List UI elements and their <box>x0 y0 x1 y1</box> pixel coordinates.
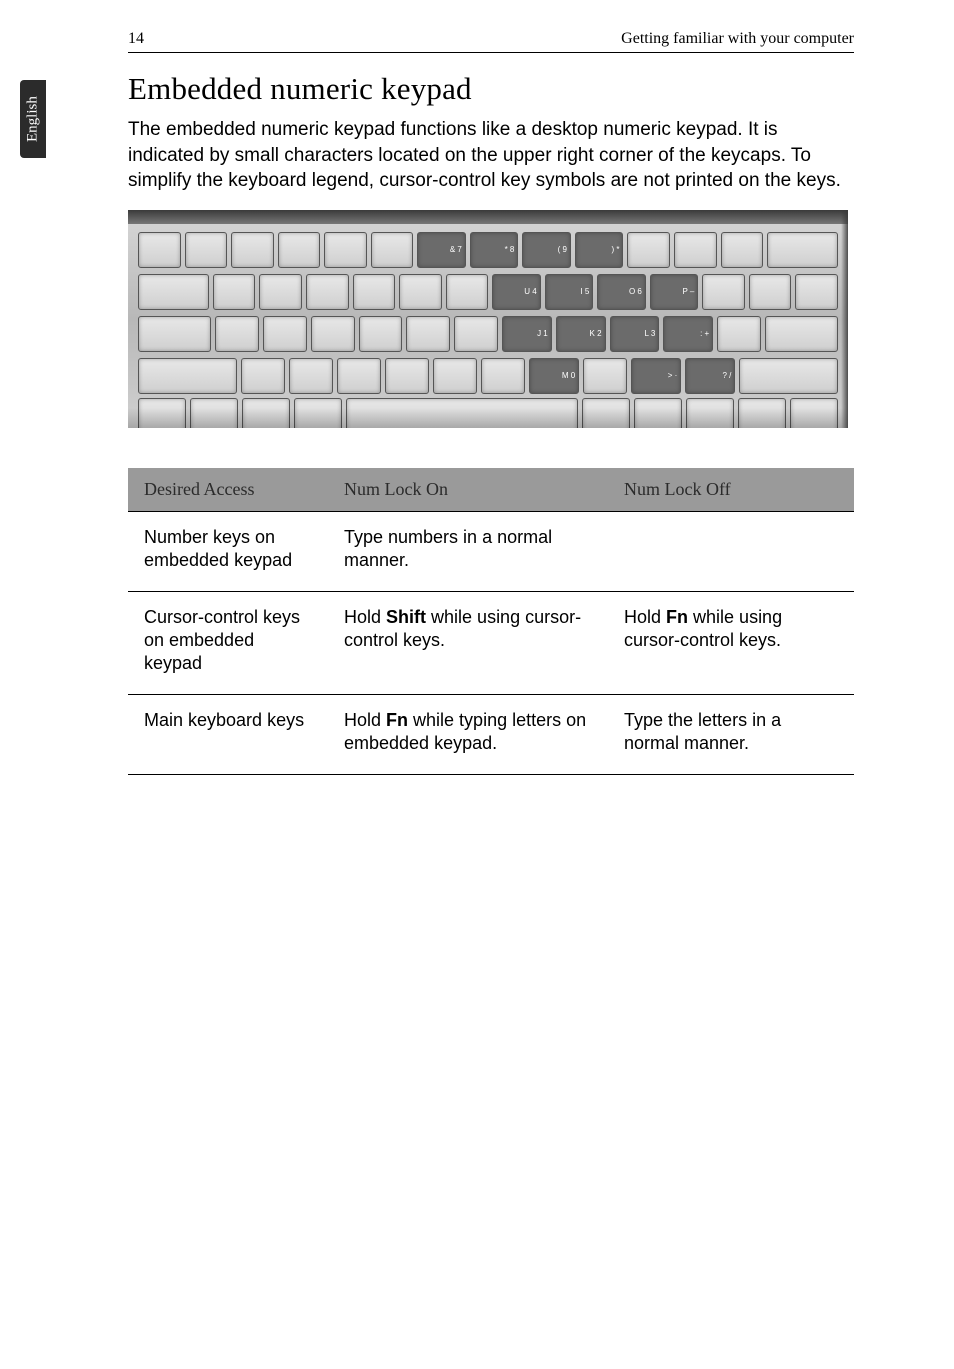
key-gt-dot: > · <box>631 358 681 394</box>
key-colon-plus: : + <box>663 316 713 352</box>
key-star-8: * 8 <box>470 232 519 268</box>
page-content: 14 Getting familiar with your computer E… <box>128 30 854 775</box>
intro-paragraph: The embedded numeric keypad functions li… <box>128 117 854 194</box>
key-i-5: I 5 <box>545 274 594 310</box>
cell-off <box>608 511 854 591</box>
cell-off: Hold Fn while using cursor-control keys. <box>608 591 854 694</box>
cell-access: Main keyboard keys <box>128 694 328 774</box>
keyboard-diagram: & 7 * 8 ( 9 ) * U 4 I 5 O 6 P – J 1 K 2 … <box>128 210 848 428</box>
page-title: Embedded numeric keypad <box>128 71 854 107</box>
key-q-slash: ? / <box>685 358 735 394</box>
key-o-6: O 6 <box>597 274 646 310</box>
key-paren-9: ( 9 <box>522 232 571 268</box>
table-row: Cursor-control keys on embedded keypad H… <box>128 591 854 694</box>
col-header-numlock-on: Num Lock On <box>328 468 608 512</box>
table-row: Number keys on embedded keypad Type numb… <box>128 511 854 591</box>
key-paren-star: ) * <box>575 232 624 268</box>
section-title: Getting familiar with your computer <box>621 30 854 48</box>
key-u-4: U 4 <box>492 274 541 310</box>
key-j-1: J 1 <box>502 316 552 352</box>
cell-on: Hold Shift while using cursor-control ke… <box>328 591 608 694</box>
page-number: 14 <box>128 30 144 48</box>
cell-off: Type the letters in a normal manner. <box>608 694 854 774</box>
key-k-2: K 2 <box>556 316 606 352</box>
key-amp-7: & 7 <box>417 232 466 268</box>
key-p-minus: P – <box>650 274 699 310</box>
key-l-3: L 3 <box>610 316 660 352</box>
key-m-0: M 0 <box>529 358 579 394</box>
keypad-access-table: Desired Access Num Lock On Num Lock Off … <box>128 468 854 775</box>
header-rule <box>128 52 854 53</box>
col-header-numlock-off: Num Lock Off <box>608 468 854 512</box>
cell-access: Cursor-control keys on embedded keypad <box>128 591 328 694</box>
page-header: 14 Getting familiar with your computer <box>128 30 854 48</box>
cell-access: Number keys on embedded keypad <box>128 511 328 591</box>
table-row: Main keyboard keys Hold Fn while typing … <box>128 694 854 774</box>
cell-on: Type numbers in a normal manner. <box>328 511 608 591</box>
cell-on: Hold Fn while typing letters on embedded… <box>328 694 608 774</box>
language-tab: English <box>20 80 46 158</box>
col-header-access: Desired Access <box>128 468 328 512</box>
